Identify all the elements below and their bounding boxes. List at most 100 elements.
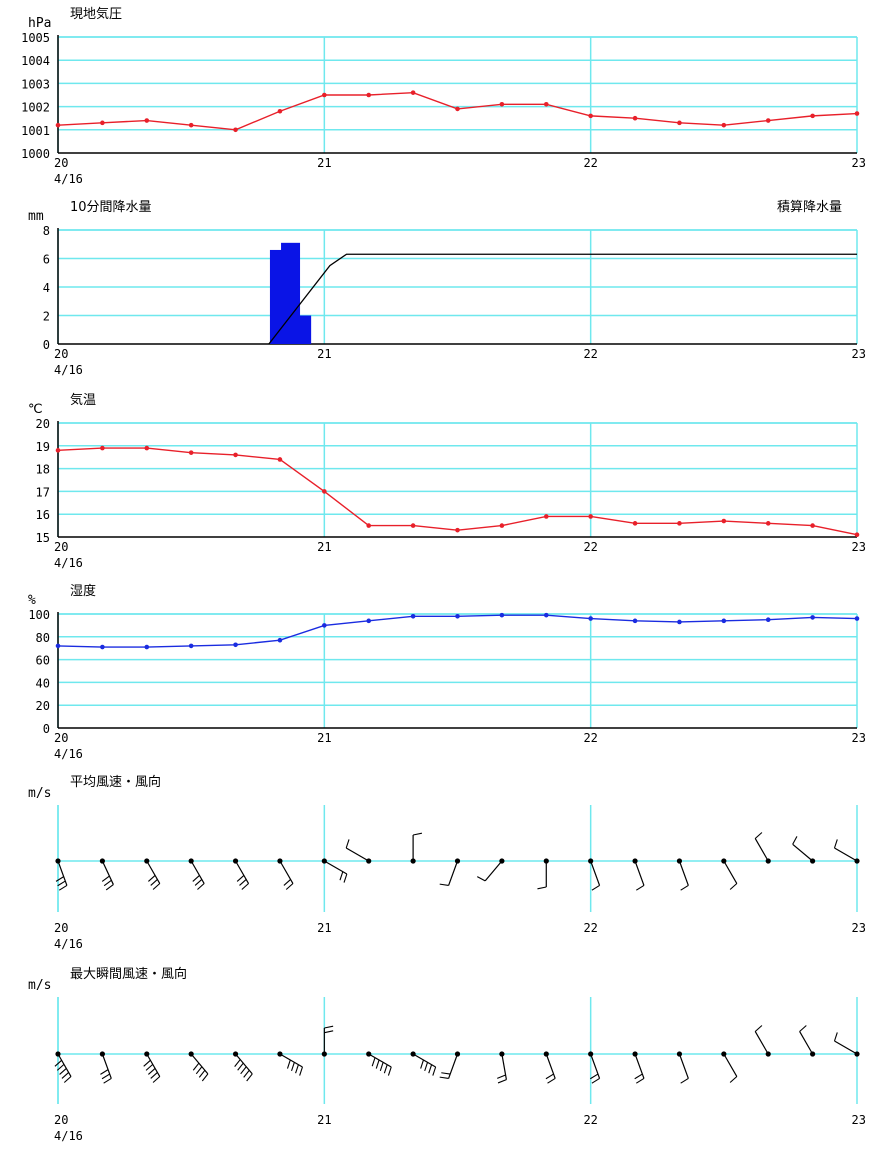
wind-barb-flag bbox=[497, 1074, 506, 1079]
data-point bbox=[322, 623, 327, 628]
y-tick-label: 1003 bbox=[21, 77, 50, 91]
wind-barb-flag bbox=[339, 871, 344, 881]
x-tick-label: 20 bbox=[54, 540, 68, 554]
data-point bbox=[100, 445, 105, 451]
y-unit-label: mm bbox=[28, 209, 44, 224]
y-tick-label: 4 bbox=[43, 281, 50, 295]
wind-barb-flag bbox=[424, 1062, 429, 1072]
wind-barb-flag bbox=[680, 1077, 689, 1084]
wind-barb-staff bbox=[723, 1053, 738, 1077]
wind-barb-flag bbox=[101, 1073, 110, 1080]
wind-station-dot bbox=[277, 858, 283, 864]
x-tick-label: 23 bbox=[852, 156, 866, 170]
wind-barb-flag bbox=[371, 1057, 376, 1067]
data-point bbox=[765, 617, 771, 622]
wind-barb-staff bbox=[834, 847, 858, 862]
chart-title: 湿度 bbox=[70, 583, 96, 599]
wind-barb-staff bbox=[412, 1053, 436, 1068]
data-point bbox=[632, 618, 638, 624]
wind-barb-flag bbox=[195, 1066, 203, 1075]
data-point bbox=[721, 518, 727, 524]
x-date-label: 4/16 bbox=[54, 747, 83, 761]
x-tick-label: 23 bbox=[852, 347, 866, 361]
data-point bbox=[677, 521, 682, 526]
wind-barb-flag bbox=[143, 1059, 151, 1067]
y-tick-label: 20 bbox=[36, 417, 50, 431]
wind-barb-flag bbox=[285, 883, 294, 890]
wind-barb-flag bbox=[833, 1032, 838, 1042]
y-tick-label: 1002 bbox=[21, 101, 50, 115]
wind-barb-flag bbox=[286, 1059, 291, 1069]
wind-station-dot bbox=[321, 1051, 327, 1057]
wind-barb-flag bbox=[198, 1069, 206, 1078]
wind-barb-flag bbox=[792, 836, 798, 845]
chart-precip: 20 21 22 23 4/16 mm 10分間降水量 0 2 4 6 8 積算降水量 bbox=[28, 200, 866, 377]
wind-barb-flag bbox=[379, 1062, 384, 1072]
wind-barb-staff bbox=[448, 860, 459, 886]
y-tick-label: 1001 bbox=[21, 124, 50, 138]
data-point bbox=[410, 613, 416, 619]
x-tick-label: 22 bbox=[583, 540, 597, 554]
wind-barb-flag bbox=[324, 1025, 334, 1029]
x-tick-label: 22 bbox=[583, 347, 597, 361]
data-point bbox=[144, 644, 150, 650]
data-point bbox=[100, 120, 105, 126]
chart-wind_avg: 20 21 22 23 4/16 m/s 平均風速・風向 bbox=[28, 774, 866, 951]
wind-station-dot bbox=[144, 858, 150, 864]
data-point bbox=[632, 115, 638, 121]
data-point bbox=[677, 120, 682, 126]
data-point bbox=[144, 118, 150, 123]
wind-barb-staff bbox=[279, 860, 294, 884]
wind-station-dot bbox=[676, 1051, 683, 1057]
y-tick-label: 1004 bbox=[21, 54, 50, 68]
y-unit-label: ℃ bbox=[28, 402, 43, 417]
wind-station-dot bbox=[366, 1051, 372, 1057]
data-point bbox=[455, 613, 460, 619]
wind-barb-staff bbox=[545, 1053, 556, 1079]
chart-wind_gust: 20 21 22 23 4/16 m/s 最大瞬間風速・風向 bbox=[28, 966, 866, 1143]
wind-station-dot bbox=[588, 1051, 594, 1057]
y-tick-label: 0 bbox=[43, 338, 50, 352]
wind-barb-flag bbox=[343, 873, 348, 883]
wind-station-dot bbox=[454, 858, 461, 864]
y-tick-label: 1005 bbox=[21, 31, 50, 45]
y-unit-label: m/s bbox=[28, 978, 51, 993]
x-tick-label: 22 bbox=[583, 156, 597, 170]
wind-barb-flag bbox=[283, 879, 291, 886]
x-date-label: 4/16 bbox=[54, 937, 83, 951]
x-tick-label: 20 bbox=[54, 921, 68, 935]
wind-barb-flag bbox=[148, 875, 156, 882]
data-point bbox=[410, 523, 416, 528]
wind-barb-flag bbox=[101, 875, 110, 882]
y-tick-label: 1000 bbox=[21, 147, 50, 161]
wind-barb-flag bbox=[150, 1072, 158, 1079]
chart-title: 気温 bbox=[70, 392, 96, 408]
wind-barb-flag bbox=[428, 1064, 433, 1074]
wind-station-dot bbox=[721, 858, 727, 864]
data-point bbox=[277, 108, 283, 114]
wind-barb-staff bbox=[324, 860, 348, 875]
wind-station-dot bbox=[810, 858, 816, 864]
wind-station-dot bbox=[721, 1051, 727, 1057]
wind-station-dot bbox=[55, 1051, 61, 1057]
x-tick-label: 23 bbox=[852, 540, 866, 554]
data-point bbox=[677, 619, 682, 625]
wind-barb-staff bbox=[190, 1053, 209, 1075]
data-point bbox=[233, 642, 238, 648]
chart-temperature: 20 21 22 23 4/16 ℃ 気温 15 16 17 18 19 20 bbox=[28, 392, 866, 570]
wind-barb-flag bbox=[100, 1069, 109, 1075]
wind-barb-flag bbox=[152, 1076, 161, 1083]
x-tick-label: 21 bbox=[317, 347, 331, 361]
wind-barb-flag bbox=[103, 879, 112, 887]
rain-bar bbox=[292, 315, 312, 344]
wind-barb-staff bbox=[723, 860, 738, 884]
wind-barb-flag bbox=[246, 1073, 253, 1082]
data-point bbox=[366, 618, 372, 624]
data-point bbox=[588, 616, 593, 621]
y-tick-label: 19 bbox=[36, 440, 50, 454]
x-tick-label: 20 bbox=[54, 156, 68, 170]
data-point bbox=[455, 106, 460, 112]
wind-barb-flag bbox=[236, 875, 245, 882]
